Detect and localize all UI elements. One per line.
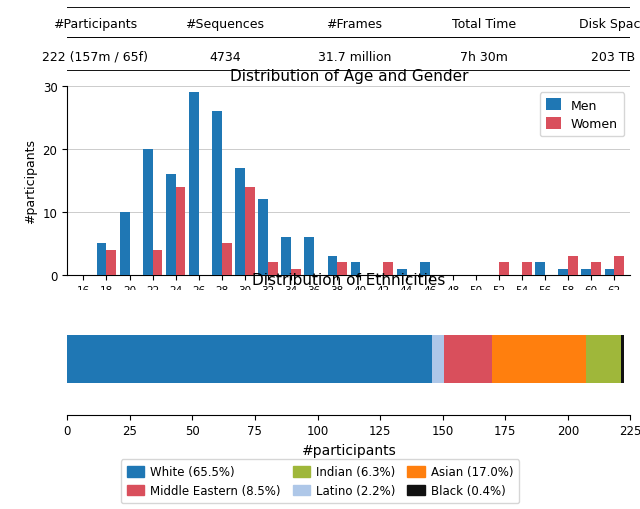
Bar [535, 263, 545, 275]
Bar [282, 238, 291, 275]
Bar [432, 335, 444, 384]
Bar [236, 168, 245, 275]
Text: #Sequences: #Sequences [186, 18, 264, 32]
Bar [586, 335, 621, 384]
X-axis label: Age: Age [335, 300, 362, 315]
Bar [492, 335, 586, 384]
Bar [268, 263, 278, 275]
Bar [582, 269, 591, 275]
Text: 203 TB: 203 TB [591, 50, 636, 64]
Bar [351, 263, 360, 275]
Title: Distribution of Age and Gender: Distribution of Age and Gender [230, 69, 468, 84]
Text: 222 (157m / 65f): 222 (157m / 65f) [42, 50, 148, 64]
Text: 4734: 4734 [209, 50, 241, 64]
Bar [291, 269, 301, 275]
Bar [222, 244, 232, 275]
Bar [328, 257, 337, 275]
Bar [212, 112, 222, 275]
Bar [120, 212, 129, 275]
Bar [420, 263, 429, 275]
Bar [605, 269, 614, 275]
Bar [189, 93, 199, 275]
X-axis label: #participants: #participants [301, 443, 396, 457]
Bar [558, 269, 568, 275]
Bar [499, 263, 509, 275]
Legend: Men, Women: Men, Women [540, 93, 624, 137]
Bar [383, 263, 393, 275]
Bar [591, 263, 601, 275]
Bar [444, 335, 492, 384]
Bar [305, 238, 314, 275]
Text: 7h 30m: 7h 30m [460, 50, 508, 64]
Bar [176, 187, 186, 275]
Bar [337, 263, 347, 275]
Bar [621, 335, 623, 384]
Text: #Participants: #Participants [53, 18, 138, 32]
Bar [245, 187, 255, 275]
Bar [522, 263, 532, 275]
Legend: White (65.5%), Middle Eastern (8.5%), Indian (6.3%), Latino (2.2%), Asian (17.0%: White (65.5%), Middle Eastern (8.5%), In… [121, 460, 519, 503]
Bar [259, 200, 268, 275]
Bar [166, 175, 176, 275]
Text: #Frames: #Frames [326, 18, 383, 32]
Text: 31.7 million: 31.7 million [317, 50, 391, 64]
Bar [97, 244, 106, 275]
Text: Disk Space: Disk Space [579, 18, 640, 32]
Bar [614, 257, 624, 275]
Bar [568, 257, 578, 275]
Title: Distribution of Ethnicities: Distribution of Ethnicities [252, 273, 445, 288]
Y-axis label: #participants: #participants [24, 138, 37, 223]
Bar [143, 150, 152, 275]
Bar [152, 250, 163, 275]
Bar [67, 335, 432, 384]
Text: Total Time: Total Time [452, 18, 516, 32]
Bar [397, 269, 406, 275]
Bar [106, 250, 116, 275]
